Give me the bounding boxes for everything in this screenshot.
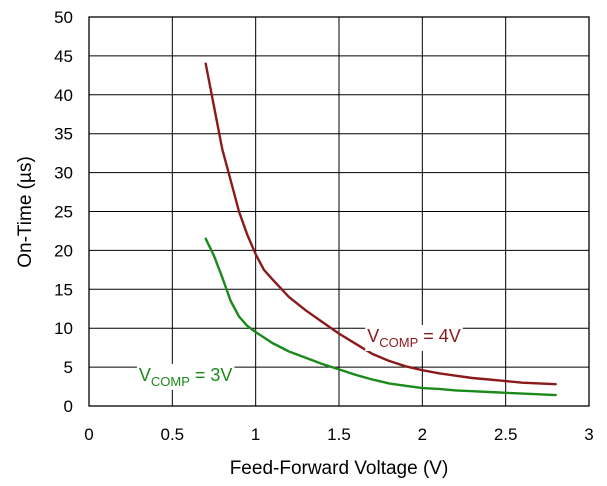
x-tick-label: 1 bbox=[251, 425, 260, 444]
y-tick-labels: 0 5 10 15 20 25 30 35 40 45 50 bbox=[54, 8, 73, 416]
y-tick-label: 25 bbox=[54, 203, 73, 222]
annotation-background bbox=[365, 324, 463, 351]
series-annotation-0: VCOMP = 4V bbox=[367, 326, 461, 350]
y-axis-label: On-Time (µs) bbox=[15, 156, 36, 268]
x-tick-label: 1.5 bbox=[327, 425, 351, 444]
y-tick-label: 10 bbox=[54, 319, 73, 338]
y-tick-label: 35 bbox=[54, 125, 73, 144]
x-tick-label: 3 bbox=[584, 425, 593, 444]
x-tick-label: 2.5 bbox=[494, 425, 518, 444]
x-tick-label: 0.5 bbox=[161, 425, 185, 444]
series-annotation-1: VCOMP = 3V bbox=[139, 365, 233, 389]
x-tick-label: 2 bbox=[418, 425, 427, 444]
y-tick-label: 5 bbox=[64, 358, 73, 377]
y-tick-label: 45 bbox=[54, 47, 73, 66]
annotations: VCOMP = 4V VCOMP = 3V bbox=[136, 324, 463, 390]
y-tick-label: 50 bbox=[54, 8, 73, 27]
x-tick-labels: 0 0.5 1 1.5 2 2.5 3 bbox=[84, 425, 593, 444]
plot-frame bbox=[88, 16, 590, 407]
series-group bbox=[204, 62, 557, 397]
series-line-1 bbox=[204, 237, 557, 397]
y-tick-label: 0 bbox=[64, 397, 73, 416]
x-axis-label: Feed-Forward Voltage (V) bbox=[230, 458, 449, 479]
y-tick-label: 20 bbox=[54, 241, 73, 260]
y-tick-label: 40 bbox=[54, 86, 73, 105]
grid bbox=[89, 17, 589, 406]
x-tick-label: 0 bbox=[84, 425, 93, 444]
y-tick-label: 30 bbox=[54, 164, 73, 183]
series-line-0 bbox=[204, 62, 557, 386]
y-tick-label: 15 bbox=[54, 280, 73, 299]
annotation-background bbox=[136, 363, 235, 390]
